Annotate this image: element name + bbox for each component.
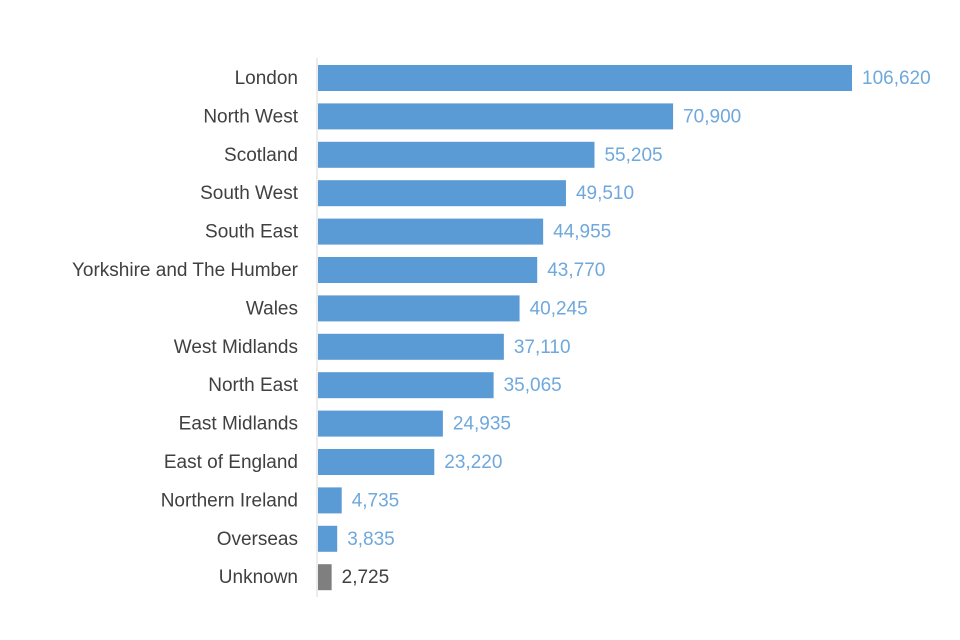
bar [318,410,443,437]
bar [318,372,494,399]
value-label: 37,110 [514,337,571,358]
category-label: North East [208,375,298,396]
value-label: 44,955 [553,222,611,243]
bar [318,333,504,360]
category-label: Scotland [224,145,298,166]
category-label: London [235,68,298,89]
value-label: 55,205 [604,145,662,166]
value-label: 2,725 [342,567,390,588]
category-label: East of England [164,452,298,473]
category-label: Northern Ireland [161,490,298,511]
value-label: 24,935 [453,414,511,435]
value-label: 40,245 [530,298,588,319]
bar [318,525,338,552]
category-label: South East [205,222,299,243]
value-label: 70,900 [683,106,741,127]
value-label: 43,770 [547,260,605,281]
category-label: North West [203,106,298,127]
bar [318,257,538,283]
bar [318,218,544,245]
category-label: South West [200,183,299,204]
bar [318,449,435,475]
bar [318,295,520,322]
bar [318,65,852,91]
value-label: 4,735 [352,490,400,511]
bar [318,141,595,168]
value-label: 23,220 [444,452,502,473]
category-label: Unknown [219,567,298,588]
value-label: 3,835 [347,529,395,550]
value-label: 106,620 [862,68,931,89]
value-label: 49,510 [576,183,634,204]
bar [318,103,674,130]
category-label: Yorkshire and The Humber [72,260,299,281]
bar [318,564,332,591]
category-label: Overseas [217,529,298,550]
category-label: West Midlands [174,337,298,358]
category-label: East Midlands [179,414,298,435]
bar [318,180,566,207]
bar [318,487,342,514]
value-label: 35,065 [504,375,562,396]
category-label: Wales [246,298,298,319]
